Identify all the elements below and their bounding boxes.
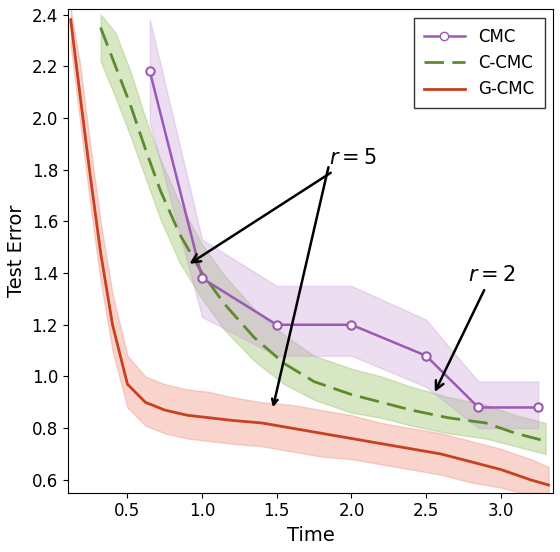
Y-axis label: Test Error: Test Error <box>7 205 26 298</box>
X-axis label: Time: Time <box>287 526 334 545</box>
Legend: CMC, C-CMC, G-CMC: CMC, C-CMC, G-CMC <box>414 18 545 108</box>
Text: $r=5$: $r=5$ <box>192 148 377 262</box>
Text: $r=2$: $r=2$ <box>436 265 515 390</box>
